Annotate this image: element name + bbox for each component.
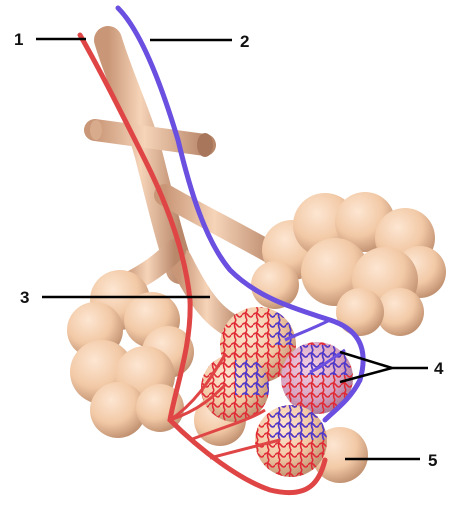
pulmonary-artery [77, 32, 328, 496]
pulmonary-vein [115, 5, 366, 423]
alveolar-sac-left [67, 270, 194, 438]
leader-4b [339, 366, 393, 384]
leader-4a [339, 350, 393, 370]
alveoli-with-capillaries [194, 307, 368, 483]
label-2: 2 [240, 32, 249, 51]
label-5: 5 [428, 451, 437, 470]
arterioles [169, 354, 281, 460]
label-1: 1 [14, 30, 23, 49]
leader-lines [36, 37, 428, 461]
label-3: 3 [20, 288, 29, 307]
label-4: 4 [434, 359, 444, 378]
